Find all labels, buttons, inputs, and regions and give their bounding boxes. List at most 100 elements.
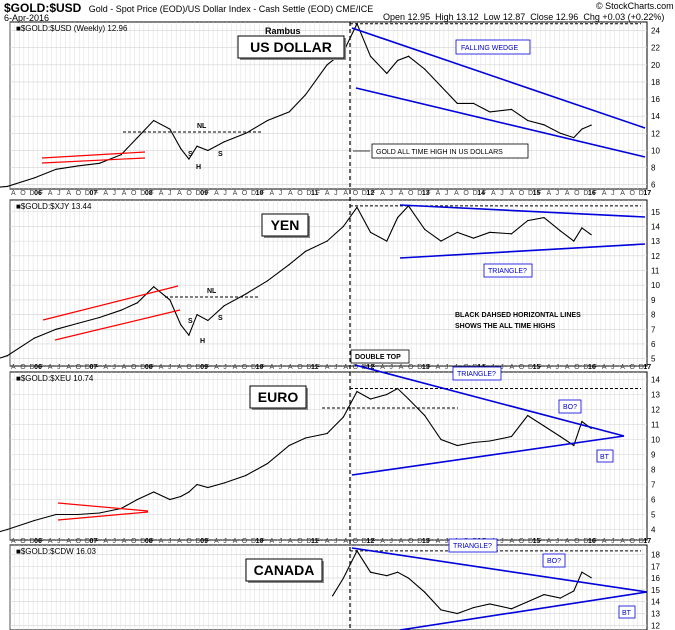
y-tick-label: 14: [651, 112, 660, 121]
price-point: [153, 491, 155, 493]
x-tick-label: J: [57, 190, 61, 197]
x-tick-label: O: [574, 538, 580, 545]
x-tick-label: F: [371, 190, 375, 197]
price-point: [369, 571, 372, 573]
y-tick-label: 7: [651, 325, 656, 334]
x-tick-label: F: [149, 190, 153, 197]
price-point: [510, 435, 513, 438]
price-point: [120, 309, 122, 311]
price-point: [55, 328, 57, 330]
price-point: [288, 264, 290, 266]
x-tick-label: D: [417, 538, 422, 545]
x-tick-label: A: [602, 538, 607, 545]
price-point: [527, 601, 529, 603]
x-tick-label: O: [131, 364, 137, 371]
chart-title: US DOLLAR: [250, 39, 332, 55]
x-tick-label: O: [519, 190, 525, 197]
price-point: [510, 233, 513, 235]
price-point: [581, 128, 583, 130]
price-point: [407, 398, 410, 400]
x-tick-label: A: [48, 190, 53, 197]
price-point: [304, 94, 307, 96]
x-tick-label: A: [510, 538, 515, 545]
price-point: [326, 64, 328, 66]
y-tick-label: 17: [651, 562, 660, 571]
series-legend: ■$GOLD:$XJY 13.44: [16, 202, 92, 211]
y-tick-label: 6: [651, 340, 656, 349]
x-tick-label: J: [556, 190, 560, 197]
price-point: [456, 444, 458, 447]
x-tick-label: F: [94, 364, 98, 371]
x-tick-label: O: [353, 364, 359, 371]
x-tick-label: A: [436, 364, 441, 371]
price-point: [342, 225, 345, 228]
price-line: [0, 387, 592, 533]
x-tick-label: A: [325, 538, 330, 545]
x-tick-label: A: [48, 538, 53, 545]
y-tick-label: 12: [651, 406, 660, 415]
x-tick-label: 07: [89, 190, 97, 197]
x-tick-label: F: [39, 190, 43, 197]
triangle-upper-line: [351, 547, 648, 593]
y-tick-label: 22: [651, 44, 660, 53]
x-tick-label: F: [482, 190, 486, 197]
x-tick-label: 12: [366, 364, 374, 371]
price-point: [581, 420, 583, 423]
x-tick-label: J: [611, 190, 615, 197]
price-point: [180, 324, 182, 326]
x-tick-label: J: [500, 190, 504, 197]
y-tick-label: 5: [651, 355, 656, 364]
x-tick-label: 12: [366, 190, 374, 197]
x-tick-label: O: [630, 364, 636, 371]
y-tick-label: 4: [651, 526, 656, 535]
price-point: [136, 498, 138, 501]
x-tick-label: A: [620, 364, 625, 371]
annotation-h: H: [196, 164, 201, 171]
x-tick-label: A: [159, 364, 164, 371]
price-point: [288, 444, 290, 447]
price-point: [266, 119, 269, 122]
x-tick-label: 10: [256, 364, 264, 371]
price-point: [288, 111, 290, 113]
price-point: [559, 230, 561, 232]
x-tick-label: O: [353, 538, 359, 545]
x-tick-label: F: [94, 190, 98, 197]
annotation-triangle: TRIANGLE?: [488, 268, 527, 275]
low-value: 12.87: [502, 12, 526, 22]
x-tick-label: 13: [422, 538, 430, 545]
red-channel-line: [54, 309, 181, 341]
x-tick-label: O: [242, 538, 248, 545]
annotation-falling-wedge: FALLING WEDGE: [461, 45, 519, 52]
annotation-bt: BT: [622, 610, 632, 617]
price-point: [342, 577, 345, 579]
x-tick-label: A: [288, 538, 293, 545]
price-point: [424, 228, 426, 230]
chart-symbol-header: $GOLD:$USD Gold - Spot Price (EOD)/US Do…: [4, 1, 373, 15]
x-tick-label: O: [408, 364, 414, 371]
x-tick-label: A: [233, 538, 238, 545]
price-point: [326, 432, 328, 435]
y-tick-label: 9: [651, 451, 656, 460]
label-box: [455, 39, 531, 55]
triangle-upper-line: [399, 204, 646, 218]
x-tick-label: 06: [34, 364, 42, 371]
price-point: [55, 513, 57, 516]
y-tick-label: 24: [651, 27, 660, 36]
x-tick-label: A: [380, 190, 385, 197]
price-point: [440, 438, 442, 441]
y-tick-label: 11: [651, 267, 660, 276]
x-tick-label: D: [417, 190, 422, 197]
x-tick-label: A: [269, 364, 274, 371]
annotation-nl: NL: [207, 288, 217, 295]
triangle-lower-line: [399, 243, 646, 259]
annotation-note-1: BLACK DAHSED HORIZONTAL LINES: [455, 312, 581, 319]
price-line: [0, 205, 592, 359]
x-tick-label: J: [611, 364, 615, 371]
label-box: [596, 449, 614, 463]
y-tick-label: 16: [651, 574, 660, 583]
x-tick-label: A: [288, 364, 293, 371]
x-tick-label: F: [94, 538, 98, 545]
label-box: [350, 349, 410, 364]
label-box: [483, 263, 533, 278]
x-tick-label: D: [473, 190, 478, 197]
